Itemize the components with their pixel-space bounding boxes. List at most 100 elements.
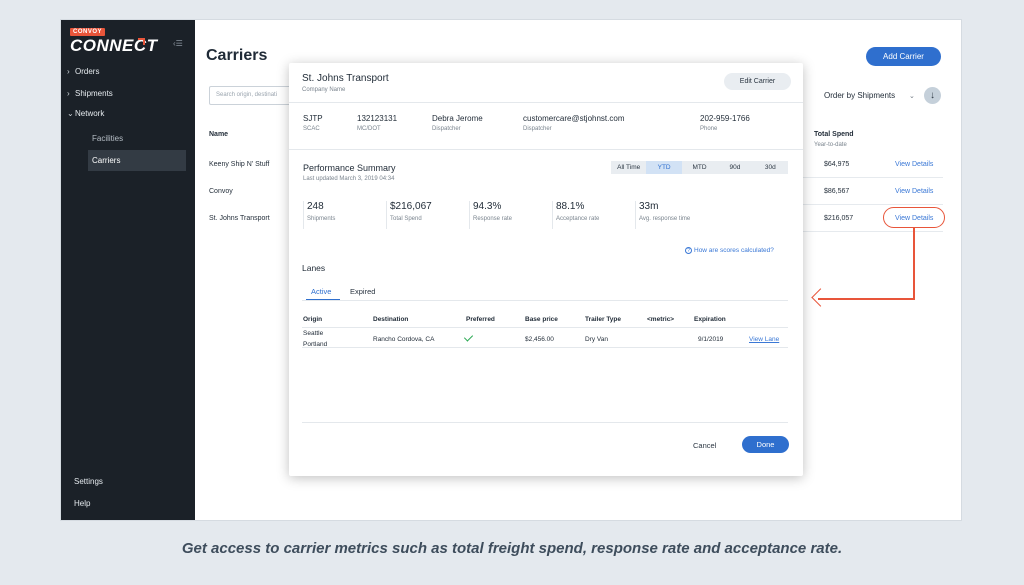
carrier-name: Keeny Ship N' Stuff	[209, 161, 270, 168]
last-updated-text: Last updated March 3, 2019 04:34	[303, 176, 395, 182]
sidebar-item-label: Shipments	[75, 89, 113, 98]
arrow-left-icon	[811, 288, 830, 307]
row-divider	[803, 231, 943, 232]
carrier-details-modal: St. Johns Transport Company Name Edit Ca…	[289, 63, 803, 476]
tab-ytd[interactable]: YTD	[646, 161, 682, 174]
info-label: MC/DOT	[357, 126, 381, 132]
metric-label: Response rate	[473, 216, 513, 222]
tab-active[interactable]: Active	[311, 287, 332, 296]
lane-origin: Seattle	[303, 330, 324, 337]
row-divider	[803, 204, 943, 205]
scores-help-link[interactable]: ? How are scores calculated?	[685, 247, 774, 254]
info-label: Dispatcher	[432, 126, 461, 132]
search-input[interactable]: Search origin, destinati	[209, 86, 299, 105]
chevron-right-icon: ›	[67, 67, 70, 76]
column-header-total-spend: Total Spend	[814, 131, 854, 138]
app-window: CONVOY CONNECT ‹☰ › Orders › Shipments ⌄Ne…	[61, 20, 961, 520]
callout-arrow-line	[818, 298, 915, 300]
metric-value: 248	[307, 201, 324, 212]
carrier-name: Convoy	[209, 188, 233, 195]
sidebar-item-orders[interactable]: › Orders	[67, 67, 99, 76]
view-details-link[interactable]: View Details	[895, 161, 934, 168]
metric-response-rate: 94.3% Response rate	[469, 201, 551, 229]
sort-direction-button[interactable]: ↓	[924, 87, 941, 104]
tab-mtd[interactable]: MTD	[692, 164, 707, 171]
chevron-down-icon: ⌄	[67, 109, 74, 118]
column-header-trailer-type: Trailer Type	[585, 316, 622, 323]
divider	[302, 347, 788, 348]
divider	[302, 327, 788, 328]
cancel-button[interactable]: Cancel	[693, 441, 717, 450]
info-value: SJTP	[303, 114, 323, 123]
metric-value: $216,067	[390, 201, 432, 212]
carrier-spend: $86,567	[824, 188, 850, 195]
logo: CONNECT	[70, 36, 158, 55]
checkmark-icon	[463, 332, 474, 342]
view-details-link[interactable]: View Details	[895, 215, 934, 222]
lane-trailer-type: Dry Van	[585, 336, 608, 343]
info-dispatcher: Debra Jerome Dispatcher	[432, 114, 483, 132]
tab-30d[interactable]: 30d	[764, 164, 776, 171]
highlight-annotation	[883, 207, 945, 228]
view-details-link[interactable]: View Details	[895, 188, 934, 195]
scores-help-text: How are scores calculated?	[694, 247, 774, 254]
view-lane-link[interactable]: View Lane	[749, 336, 780, 343]
company-name: St. Johns Transport	[302, 73, 389, 84]
time-range-tabs: All Time YTD MTD 90d 30d	[611, 161, 788, 174]
info-mcdot: 132123131 MC/DOT	[357, 114, 397, 132]
add-carrier-button[interactable]: Add Carrier	[866, 47, 941, 66]
info-label: Phone	[700, 126, 718, 132]
carrier-spend: $216,057	[824, 215, 854, 222]
carrier-name: St. Johns Transport	[209, 215, 270, 222]
tab-expired[interactable]: Expired	[350, 287, 376, 296]
column-header-metric: <metric>	[647, 316, 675, 323]
column-header-name: Name	[209, 131, 229, 138]
page-title: Carriers	[206, 47, 268, 64]
info-value: 132123131	[357, 114, 398, 123]
row-divider	[803, 177, 943, 178]
sidebar-item-help[interactable]: Help	[74, 499, 91, 508]
logo-mark-icon	[138, 38, 145, 45]
done-button[interactable]: Done	[742, 436, 789, 453]
sidebar: CONVOY CONNECT ‹☰ › Orders › Shipments ⌄Ne…	[61, 20, 195, 520]
modal-header: St. Johns Transport Company Name Edit Ca…	[289, 63, 803, 103]
metric-label: Total Spend	[390, 216, 422, 222]
tab-all-time[interactable]: All Time	[617, 164, 641, 171]
metric-total-spend: $216,067 Total Spend	[386, 201, 468, 229]
lane-destination: Rancho Cordova, CA	[373, 336, 435, 343]
lane-origin: Portland	[303, 341, 328, 348]
metric-value: 33m	[639, 201, 659, 212]
column-header-origin: Origin	[303, 316, 323, 323]
info-value: 202-959-1766	[700, 114, 750, 123]
divider	[302, 422, 788, 423]
column-header-preferred: Preferred	[466, 316, 495, 323]
divider	[302, 300, 788, 301]
callout-arrow-line	[913, 228, 915, 299]
sidebar-item-carriers[interactable]: Carriers	[88, 150, 186, 171]
info-phone: 202-959-1766 Phone	[700, 114, 750, 132]
column-header-base-price: Base price	[525, 316, 558, 323]
column-header-expiration: Expiration	[694, 316, 726, 323]
info-email: customercare@stjohnst.com Dispatcher	[523, 114, 625, 132]
carrier-spend: $64,975	[824, 161, 850, 168]
sidebar-item-settings[interactable]: Settings	[74, 477, 103, 486]
tab-90d[interactable]: 90d	[729, 164, 741, 171]
order-by-select[interactable]: Order by Shipments	[824, 91, 896, 100]
lane-expiration: 9/1/2019	[698, 336, 724, 343]
sidebar-item-label: Orders	[75, 67, 100, 76]
sidebar-item-shipments[interactable]: › Shipments	[67, 89, 113, 98]
sidebar-item-label: Network	[75, 109, 105, 118]
metric-shipments: 248 Shipments	[303, 201, 385, 229]
info-label: SCAC	[303, 126, 320, 132]
sidebar-item-network[interactable]: ⌄Network	[67, 109, 104, 118]
column-header-destination: Destination	[373, 316, 409, 323]
collapse-sidebar-icon[interactable]: ‹☰	[173, 39, 183, 48]
metric-label: Shipments	[307, 216, 336, 222]
sidebar-item-facilities[interactable]: Facilities	[92, 134, 124, 143]
brand-label: CONVOY	[70, 28, 106, 36]
edit-carrier-button[interactable]: Edit Carrier	[724, 73, 791, 90]
chevron-right-icon: ›	[67, 89, 70, 98]
lane-base-price: $2,456.00	[525, 336, 554, 343]
active-tab-indicator	[306, 299, 340, 301]
chevron-down-icon[interactable]: ⌄	[909, 93, 915, 100]
